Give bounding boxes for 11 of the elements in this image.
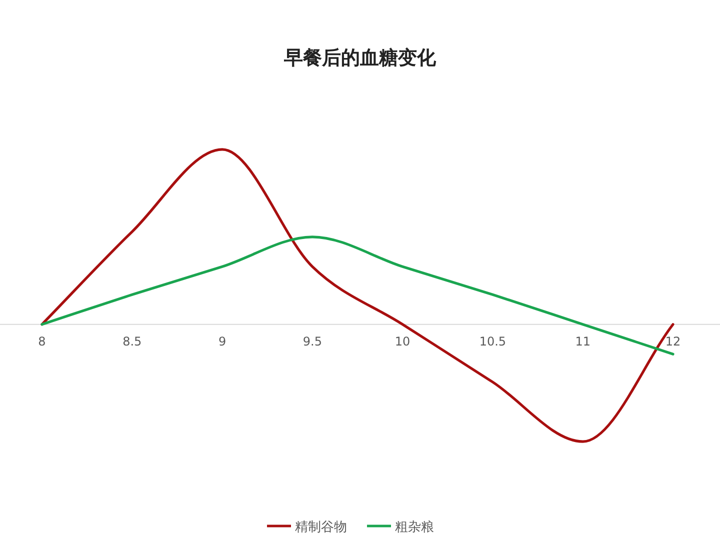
legend-label: 粗杂粮 bbox=[395, 520, 434, 535]
x-tick-label: 10.5 bbox=[479, 334, 506, 348]
chart-title: 早餐后的血糖变化 bbox=[283, 47, 437, 69]
x-tick-label: 12 bbox=[665, 334, 681, 348]
legend-label: 精制谷物 bbox=[295, 520, 347, 535]
x-tick-label: 8.5 bbox=[122, 334, 142, 348]
x-tick-label: 10 bbox=[394, 334, 410, 348]
x-tick-label: 8 bbox=[38, 334, 46, 348]
x-tick-label: 9 bbox=[218, 334, 226, 348]
x-tick-label: 9.5 bbox=[302, 334, 322, 348]
x-tick-label: 11 bbox=[575, 334, 590, 348]
